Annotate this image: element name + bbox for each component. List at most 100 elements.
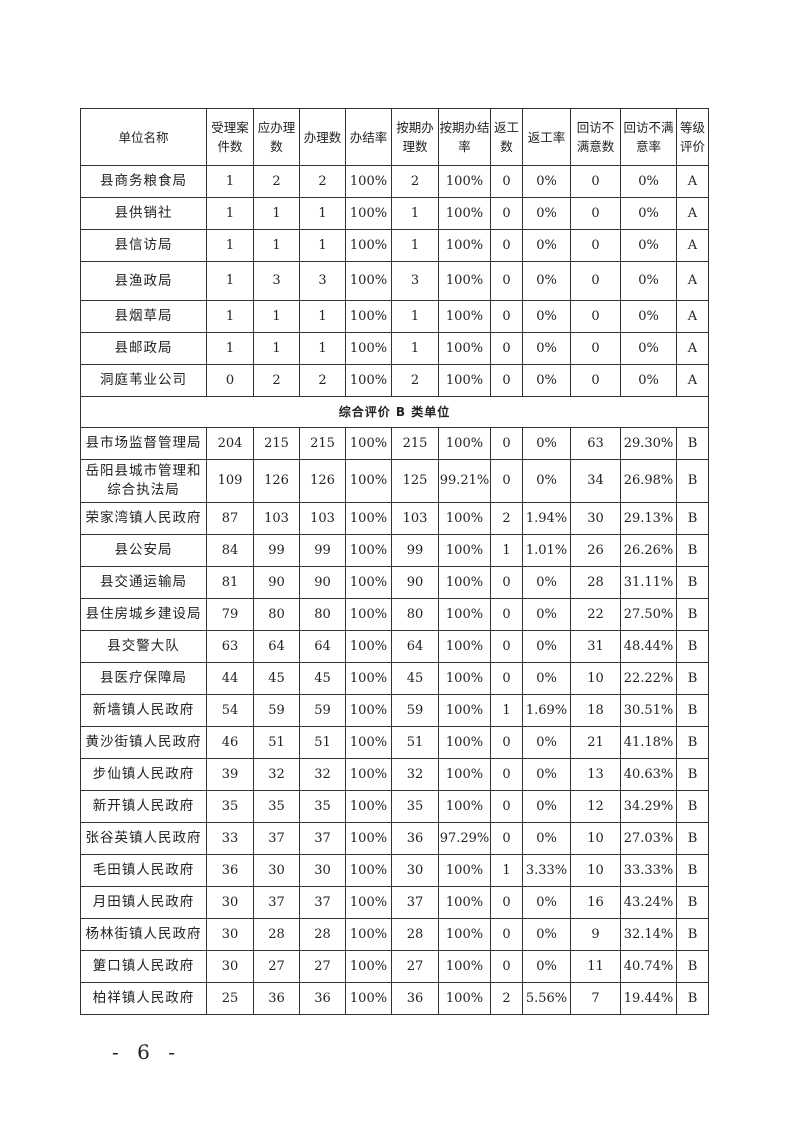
cell-on-time-rate: 97.29%: [438, 822, 491, 855]
cell-dissatisfied-rate: 34.29%: [620, 790, 677, 823]
cell-unit-name: 毛田镇人民政府: [80, 854, 207, 887]
cell-on-time-rate: 100%: [438, 726, 491, 759]
cell-should-handle: 45: [253, 662, 300, 695]
cell-rework-rate: 0%: [522, 918, 571, 951]
cell-cases-received: 0: [206, 364, 254, 397]
cell-should-handle: 36: [253, 982, 300, 1015]
cell-cases-received: 84: [206, 534, 254, 567]
cell-on-time-rate: 100%: [438, 854, 491, 887]
cell-dissatisfied-count: 10: [570, 662, 621, 695]
header-handled: 办理数: [299, 108, 346, 166]
cell-on-time-rate: 100%: [438, 662, 491, 695]
cell-rework-count: 1: [490, 854, 523, 887]
cell-completion-rate: 100%: [345, 662, 392, 695]
cell-cases-received: 63: [206, 630, 254, 663]
cell-handled: 1: [299, 300, 346, 333]
cell-handled: 1: [299, 229, 346, 262]
cell-handled: 2: [299, 364, 346, 397]
cell-dissatisfied-count: 0: [570, 300, 621, 333]
cell-handled: 30: [299, 854, 346, 887]
cell-should-handle: 27: [253, 950, 300, 983]
cell-should-handle: 37: [253, 822, 300, 855]
cell-unit-name: 县商务粮食局: [80, 165, 207, 198]
cell-dissatisfied-rate: 0%: [620, 165, 677, 198]
cell-handled: 51: [299, 726, 346, 759]
cell-rework-rate: 0%: [522, 566, 571, 599]
cell-completion-rate: 100%: [345, 566, 392, 599]
cell-completion-rate: 100%: [345, 332, 392, 365]
cell-grade: B: [676, 427, 709, 460]
cell-grade: B: [676, 598, 709, 631]
cell-unit-name: 县供销社: [80, 197, 207, 230]
cell-dissatisfied-count: 9: [570, 918, 621, 951]
cell-on-time-handled: 28: [391, 918, 439, 951]
cell-on-time-rate: 100%: [438, 630, 491, 663]
cell-grade: B: [676, 726, 709, 759]
cell-should-handle: 28: [253, 918, 300, 951]
cell-should-handle: 1: [253, 229, 300, 262]
cell-should-handle: 35: [253, 790, 300, 823]
cell-cases-received: 30: [206, 950, 254, 983]
cell-rework-count: 0: [490, 165, 523, 198]
cell-rework-rate: 0%: [522, 197, 571, 230]
cell-rework-count: 0: [490, 790, 523, 823]
cell-dissatisfied-rate: 27.03%: [620, 822, 677, 855]
cell-on-time-rate: 100%: [438, 758, 491, 791]
cell-dissatisfied-count: 0: [570, 364, 621, 397]
table-row: 岳阳县城市管理和综合执法局 109 126 126 100% 125 99.21% 0 0% 34…: [80, 459, 709, 503]
cell-dissatisfied-count: 18: [570, 694, 621, 727]
cell-dissatisfied-rate: 48.44%: [620, 630, 677, 663]
cell-cases-received: 109: [206, 459, 254, 503]
cell-on-time-handled: 27: [391, 950, 439, 983]
cell-unit-name: 黄沙街镇人民政府: [80, 726, 207, 759]
cell-rework-rate: 0%: [522, 459, 571, 503]
cell-grade: B: [676, 566, 709, 599]
cell-on-time-rate: 100%: [438, 566, 491, 599]
cell-handled: 27: [299, 950, 346, 983]
cell-grade: B: [676, 502, 709, 535]
cell-unit-name: 县市场监督管理局: [80, 427, 207, 460]
table-row: 县公安局 84 99 99 100% 99 100% 1 1.01% 26 26.26% B: [80, 534, 709, 567]
cell-dissatisfied-count: 28: [570, 566, 621, 599]
cell-should-handle: 3: [253, 261, 300, 301]
cell-rework-count: 0: [490, 598, 523, 631]
cell-unit-name: 县信访局: [80, 229, 207, 262]
cell-should-handle: 126: [253, 459, 300, 503]
cell-unit-name: 荣家湾镇人民政府: [80, 502, 207, 535]
cell-on-time-handled: 1: [391, 229, 439, 262]
cell-dissatisfied-count: 12: [570, 790, 621, 823]
cell-rework-rate: 0%: [522, 950, 571, 983]
cell-on-time-handled: 51: [391, 726, 439, 759]
cell-dissatisfied-rate: 27.50%: [620, 598, 677, 631]
header-dissatisfied-count: 回访不满意数: [570, 108, 621, 166]
table-header-row: 单位名称 受理案件数 应办理数 办理数 办结率 按期办理数 按期办结率 返工数 返工率 回访不满意…: [80, 108, 709, 166]
cell-on-time-rate: 100%: [438, 982, 491, 1015]
cell-grade: B: [676, 950, 709, 983]
header-on-time-handled: 按期办理数: [391, 108, 439, 166]
cell-cases-received: 25: [206, 982, 254, 1015]
cell-should-handle: 51: [253, 726, 300, 759]
table-row: 县烟草局 1 1 1 100% 1 100% 0 0% 0 0% A: [80, 300, 709, 333]
cell-rework-count: 0: [490, 364, 523, 397]
cell-dissatisfied-count: 26: [570, 534, 621, 567]
cell-rework-count: 0: [490, 427, 523, 460]
cell-cases-received: 44: [206, 662, 254, 695]
cell-completion-rate: 100%: [345, 630, 392, 663]
cell-cases-received: 1: [206, 261, 254, 301]
cell-cases-received: 35: [206, 790, 254, 823]
cell-unit-name: 步仙镇人民政府: [80, 758, 207, 791]
cell-grade: A: [676, 165, 709, 198]
cell-cases-received: 1: [206, 229, 254, 262]
cell-on-time-handled: 2: [391, 364, 439, 397]
cell-dissatisfied-rate: 33.33%: [620, 854, 677, 887]
cell-handled: 28: [299, 918, 346, 951]
table-row: 县商务粮食局 1 2 2 100% 2 100% 0 0% 0 0% A: [80, 165, 709, 198]
cell-completion-rate: 100%: [345, 886, 392, 919]
cell-dissatisfied-rate: 0%: [620, 229, 677, 262]
cell-dissatisfied-rate: 19.44%: [620, 982, 677, 1015]
table-row: 县交警大队 63 64 64 100% 64 100% 0 0% 31 48.44% B: [80, 630, 709, 663]
cell-should-handle: 1: [253, 332, 300, 365]
cell-should-handle: 90: [253, 566, 300, 599]
cell-rework-count: 1: [490, 694, 523, 727]
cell-completion-rate: 100%: [345, 758, 392, 791]
